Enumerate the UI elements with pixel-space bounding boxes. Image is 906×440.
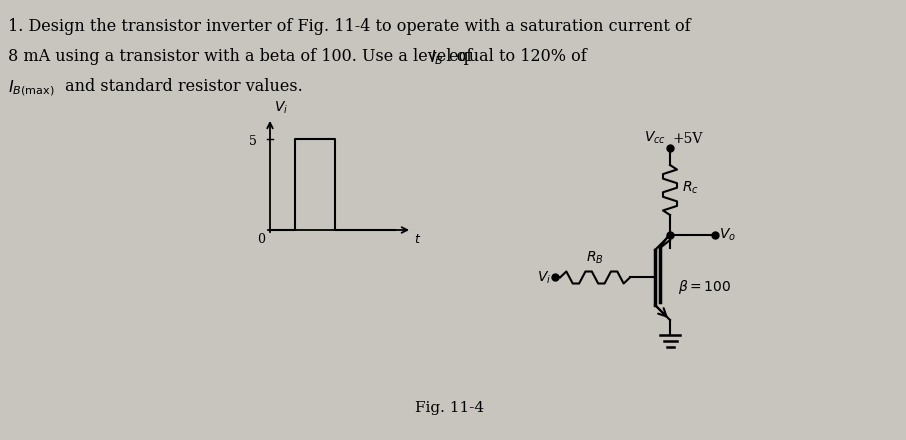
Text: $I_{B(\mathrm{max})}$: $I_{B(\mathrm{max})}$	[8, 78, 54, 98]
Text: 1. Design the transistor inverter of Fig. 11-4 to operate with a saturation curr: 1. Design the transistor inverter of Fig…	[8, 18, 690, 35]
Text: $V_o$: $V_o$	[719, 227, 736, 243]
Text: $I_B$: $I_B$	[430, 48, 444, 67]
Text: $t$: $t$	[414, 233, 421, 246]
Text: $V_i$: $V_i$	[537, 269, 551, 286]
Text: 5: 5	[249, 135, 257, 147]
Text: $R_B$: $R_B$	[586, 249, 604, 265]
Text: $R_c$: $R_c$	[682, 180, 699, 196]
Text: and standard resistor values.: and standard resistor values.	[60, 78, 303, 95]
Text: $V_i$: $V_i$	[274, 99, 288, 116]
Text: +5V: +5V	[673, 132, 703, 146]
Text: 0: 0	[257, 233, 265, 246]
Text: equal to 120% of: equal to 120% of	[449, 48, 587, 65]
Text: $V_{cc}$: $V_{cc}$	[644, 130, 666, 146]
Text: 8 mA using a transistor with a beta of 100. Use a level of: 8 mA using a transistor with a beta of 1…	[8, 48, 477, 65]
Text: $\beta = 100$: $\beta = 100$	[678, 279, 731, 297]
Text: Fig. 11-4: Fig. 11-4	[416, 401, 485, 415]
